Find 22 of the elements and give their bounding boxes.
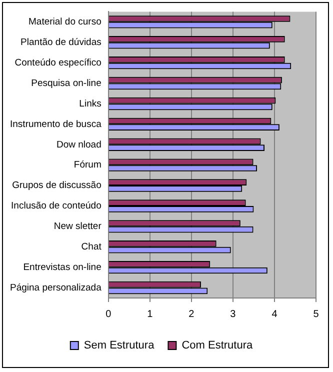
y-tick-label: Página personalizada [10,282,102,294]
y-tick-label: Material do curso [28,16,102,28]
x-tick-label: 4 [272,308,278,320]
y-tick-label: Chat [81,242,102,252]
y-tick-label: Dow nload [56,139,102,150]
x-tick-label: 3 [230,308,236,320]
x-tick-label: 1 [147,308,154,320]
y-tick-label: Instrumento de busca [10,118,102,130]
legend-label: Com Estrutura [182,340,254,352]
y-tick-label: Grupos de discussão [12,180,102,192]
y-tick-label: Plantão de dúvidas [20,37,102,48]
y-tick-label: Pesquisa on-line [31,78,102,89]
y-tick-label: New sletter [54,221,102,232]
y-tick-label: Conteúdo específico [14,57,102,68]
y-tick-label: Fórum [74,160,102,171]
y-tick-label: Links [79,98,102,110]
y-tick-label: Entrevistas on-line [23,262,102,273]
x-tick-label: 2 [188,308,195,320]
legend-label: Sem Estrutura [84,340,156,352]
x-tick-label: 5 [313,308,320,320]
x-tick-label: 0 [106,308,112,320]
y-tick-label: Inclusão de conteúdo [11,200,102,212]
